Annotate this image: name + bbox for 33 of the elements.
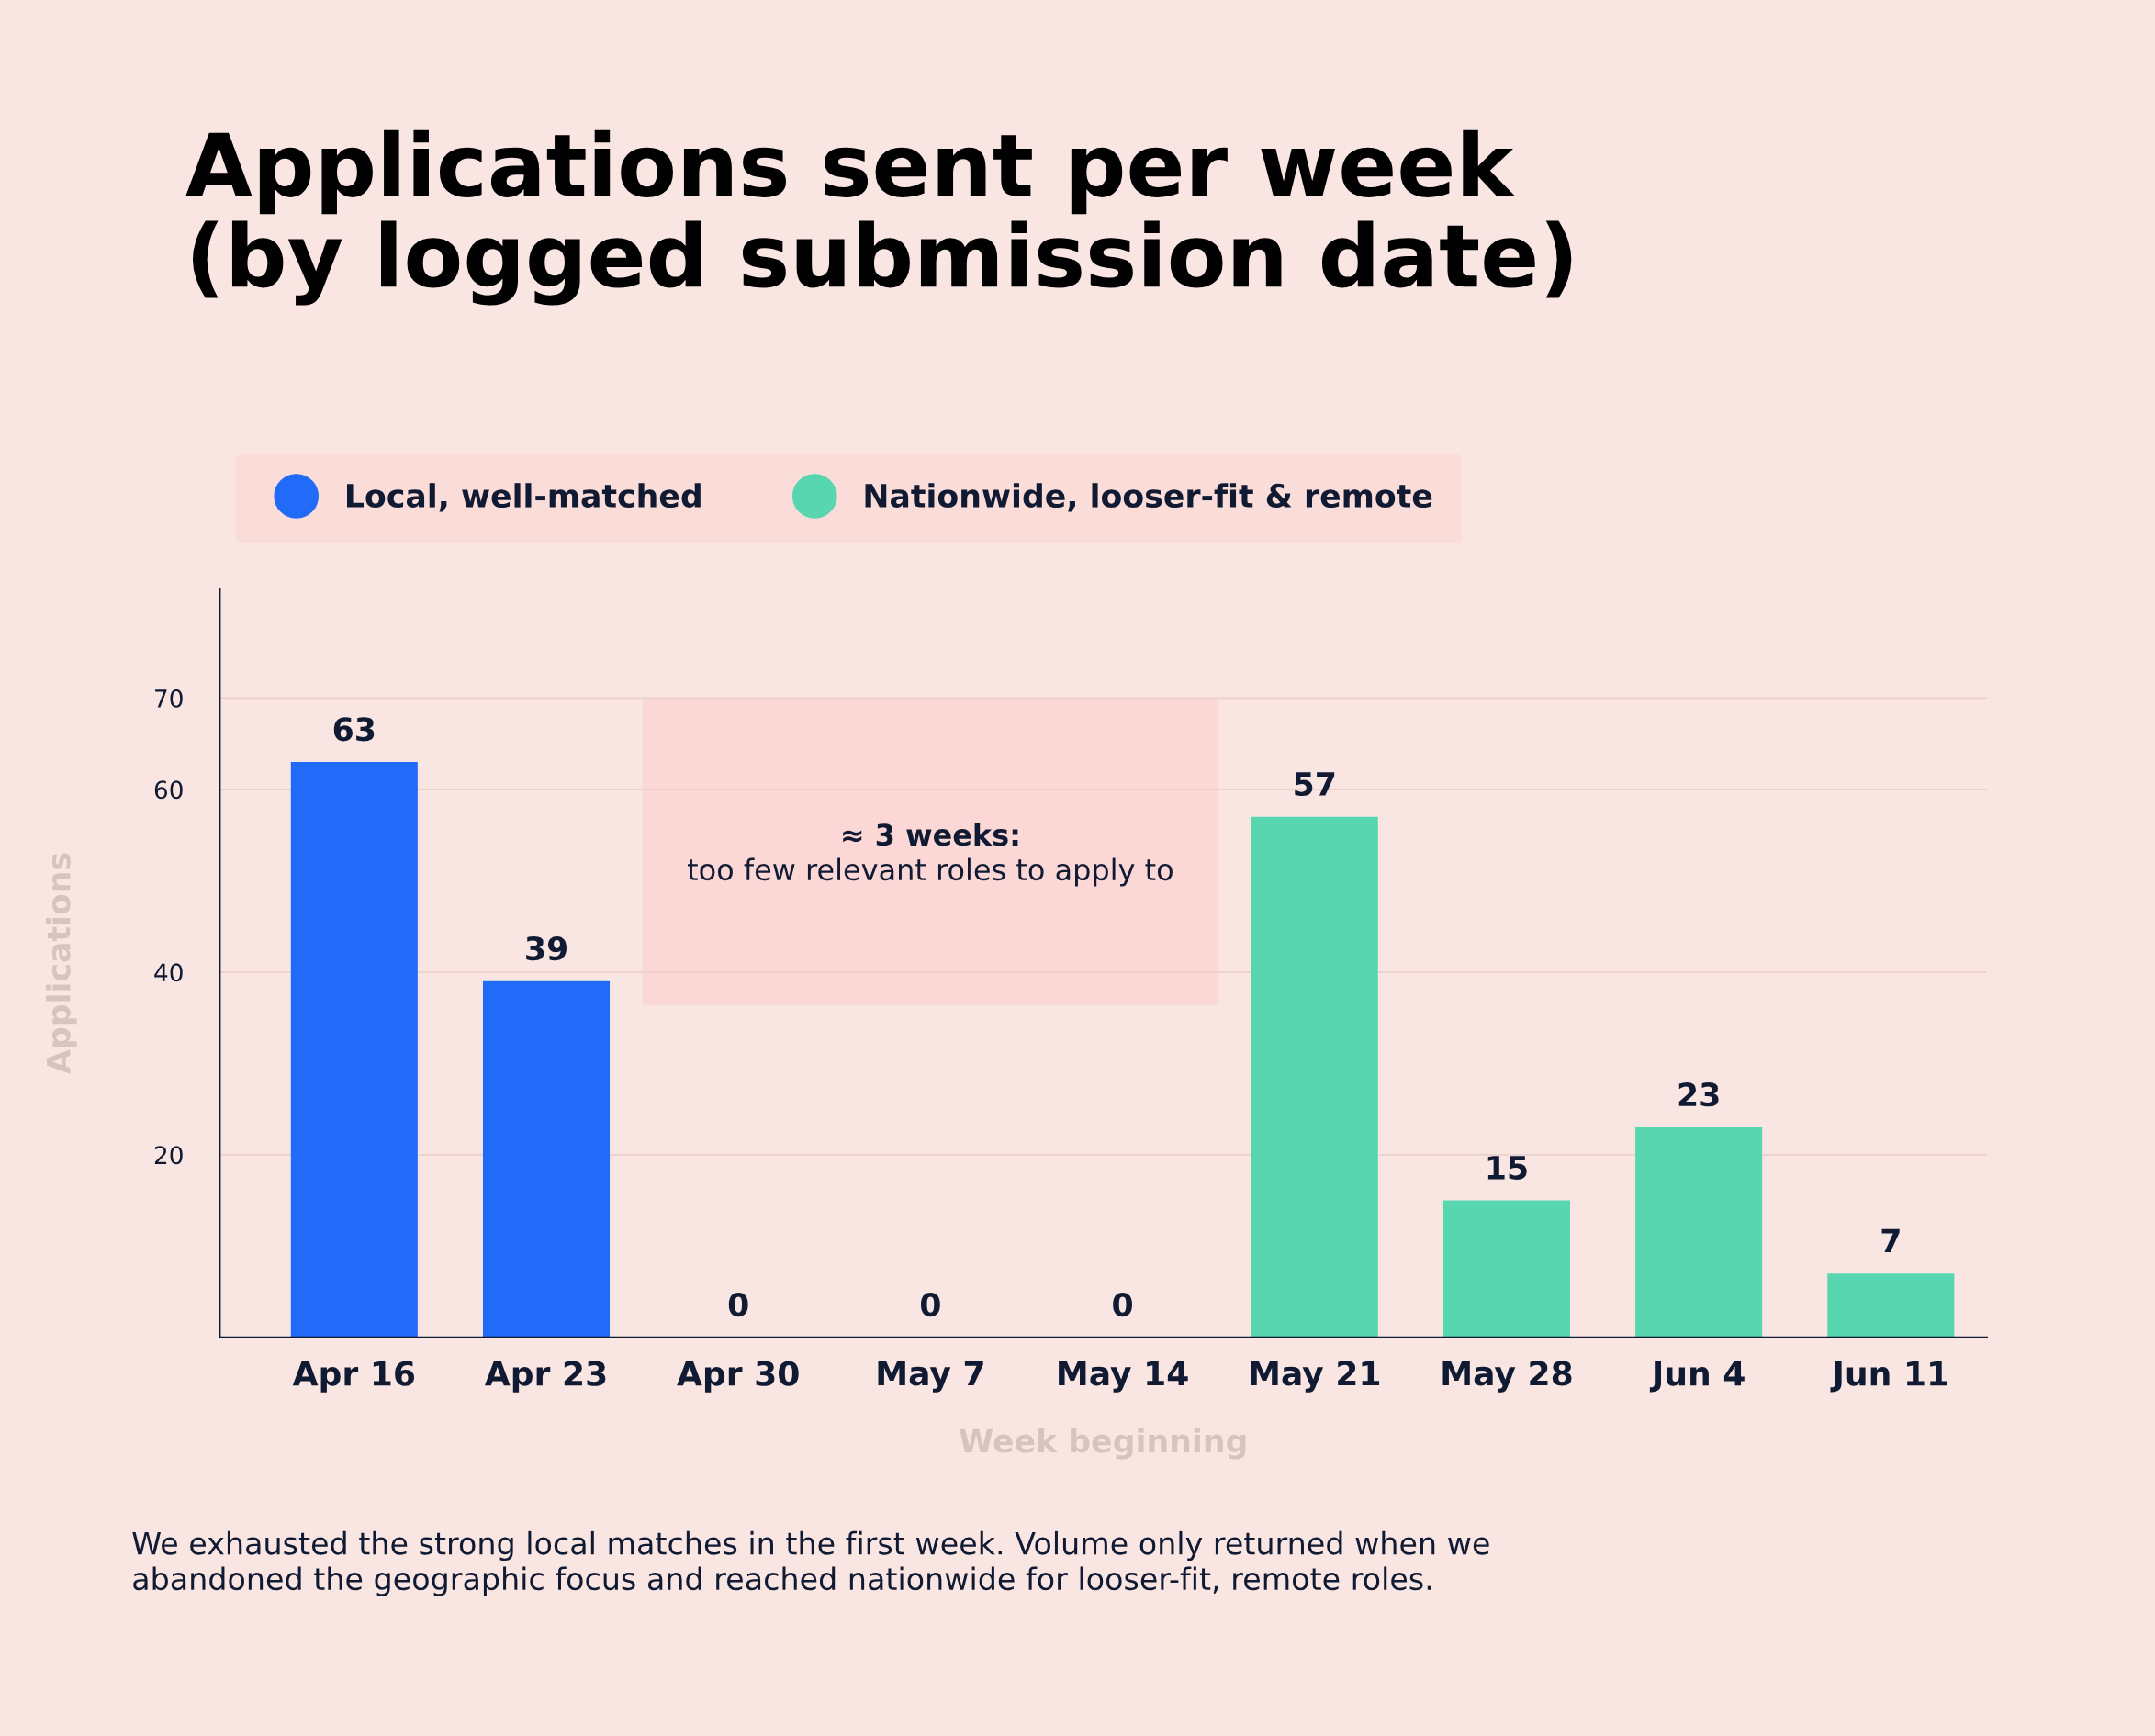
bar [1827,1273,1955,1338]
legend-label: Local, well-matched [347,483,701,512]
y-tick-label: 70 [155,689,183,708]
band-label: ≈ 3 weeks: too few relevant roles to apply to [687,823,1173,887]
y-tick-label: 40 [154,963,183,982]
legend-label: Nationwide, looser-fit & remote [865,483,1432,512]
data-label: 0 [728,1292,748,1317]
bar [1635,1127,1763,1338]
chart-title: Applications sent per week (by logged submission date) [185,129,1572,306]
x-tick-label: Apr 23 [484,1361,606,1393]
y-tick-label: 60 [154,780,183,800]
x-tick-label: Apr 30 [677,1361,799,1393]
data-label: 63 [333,717,375,742]
data-label: 0 [920,1292,940,1317]
data-label: 0 [1113,1292,1132,1317]
x-tick-label: May 7 [878,1361,983,1393]
bar [290,762,418,1338]
x-tick-label: Jun 4 [1649,1361,1745,1393]
x-tick-label: Apr 16 [292,1361,415,1393]
bar [1251,816,1378,1338]
data-label: 57 [1295,772,1335,797]
data-label: 23 [1678,1082,1719,1107]
text: We exhausted the strong local matches in the first week. Volume only returned when we abandoned the geographic focus and reached nationwide for looser-fit, remote roles. [132,1530,1489,1596]
bar [1442,1200,1570,1338]
x-tick-label: May 28 [1442,1361,1572,1393]
bar [482,980,611,1338]
data-label: 15 [1487,1156,1527,1180]
x-tick-label: May 14 [1059,1361,1188,1393]
x-tick-label: May 21 [1251,1361,1380,1393]
y-tick-label: 20 [154,1146,183,1165]
x-tick-label: Jun 11 [1830,1361,1947,1393]
data-label: 39 [526,935,567,961]
data-label: 7 [1881,1228,1900,1253]
